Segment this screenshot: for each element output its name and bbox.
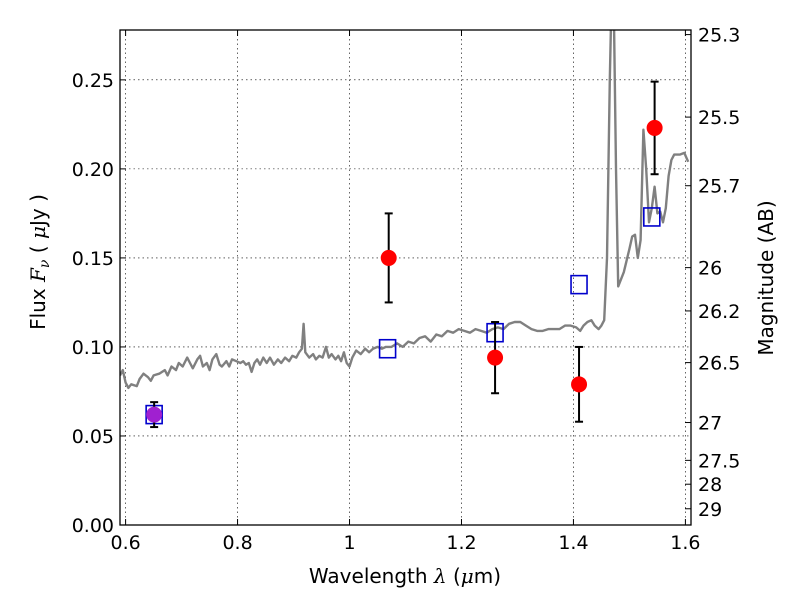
y-tick-label: 0.20	[72, 159, 114, 181]
right-axis-label: Magnitude (AB)	[754, 200, 778, 355]
observed-point	[571, 376, 588, 393]
y-tick-label: 0.10	[72, 337, 114, 359]
x-tick-label: 1.2	[446, 532, 476, 554]
x-tick-label: 1.4	[558, 532, 588, 554]
observed-point	[487, 349, 504, 366]
y-tick-label: 0.05	[72, 426, 114, 448]
observed-point	[646, 119, 663, 136]
model-photometry-square	[643, 207, 661, 227]
plot-frame	[119, 29, 692, 526]
right-tick-label: 26	[698, 258, 722, 280]
y-tick-label: 0.00	[72, 515, 114, 537]
y-axis-label: Flux Fν ( μJy )	[26, 194, 53, 330]
y-tick-label: 0.25	[72, 70, 114, 92]
right-tick-label: 25.3	[698, 25, 740, 47]
right-tick-label: 27	[698, 413, 722, 435]
right-tick-label: 29	[698, 499, 722, 521]
plot-area	[120, 30, 690, 429]
x-tick-label: 0.6	[110, 532, 140, 554]
x-axis-label: Wavelength λ (μm)	[309, 564, 501, 588]
model-photometry-square	[570, 274, 588, 295]
model-spectrum-line	[120, 30, 690, 390]
observed-point	[146, 406, 163, 423]
model-photometry-square	[378, 338, 397, 359]
right-tick-label: 25.7	[698, 176, 740, 198]
right-tick-label: 26.5	[698, 353, 740, 375]
x-tick-label: 0.8	[222, 532, 252, 554]
axes-layer: 0.6 0.8 1 1.2 1.4 1.6 0.00 0.05 0.10 0.15 0.20 0.25…	[72, 25, 741, 554]
observed-point	[380, 249, 397, 266]
x-tick-label: 1.6	[670, 532, 700, 554]
right-tick-label: 28	[698, 474, 722, 496]
right-tick-label: 26.2	[698, 301, 740, 323]
x-tick-label: 1	[343, 532, 355, 554]
y-tick-label: 0.15	[72, 248, 114, 270]
right-tick-label: 27.5	[698, 450, 740, 472]
right-tick-label: 25.5	[698, 107, 740, 129]
